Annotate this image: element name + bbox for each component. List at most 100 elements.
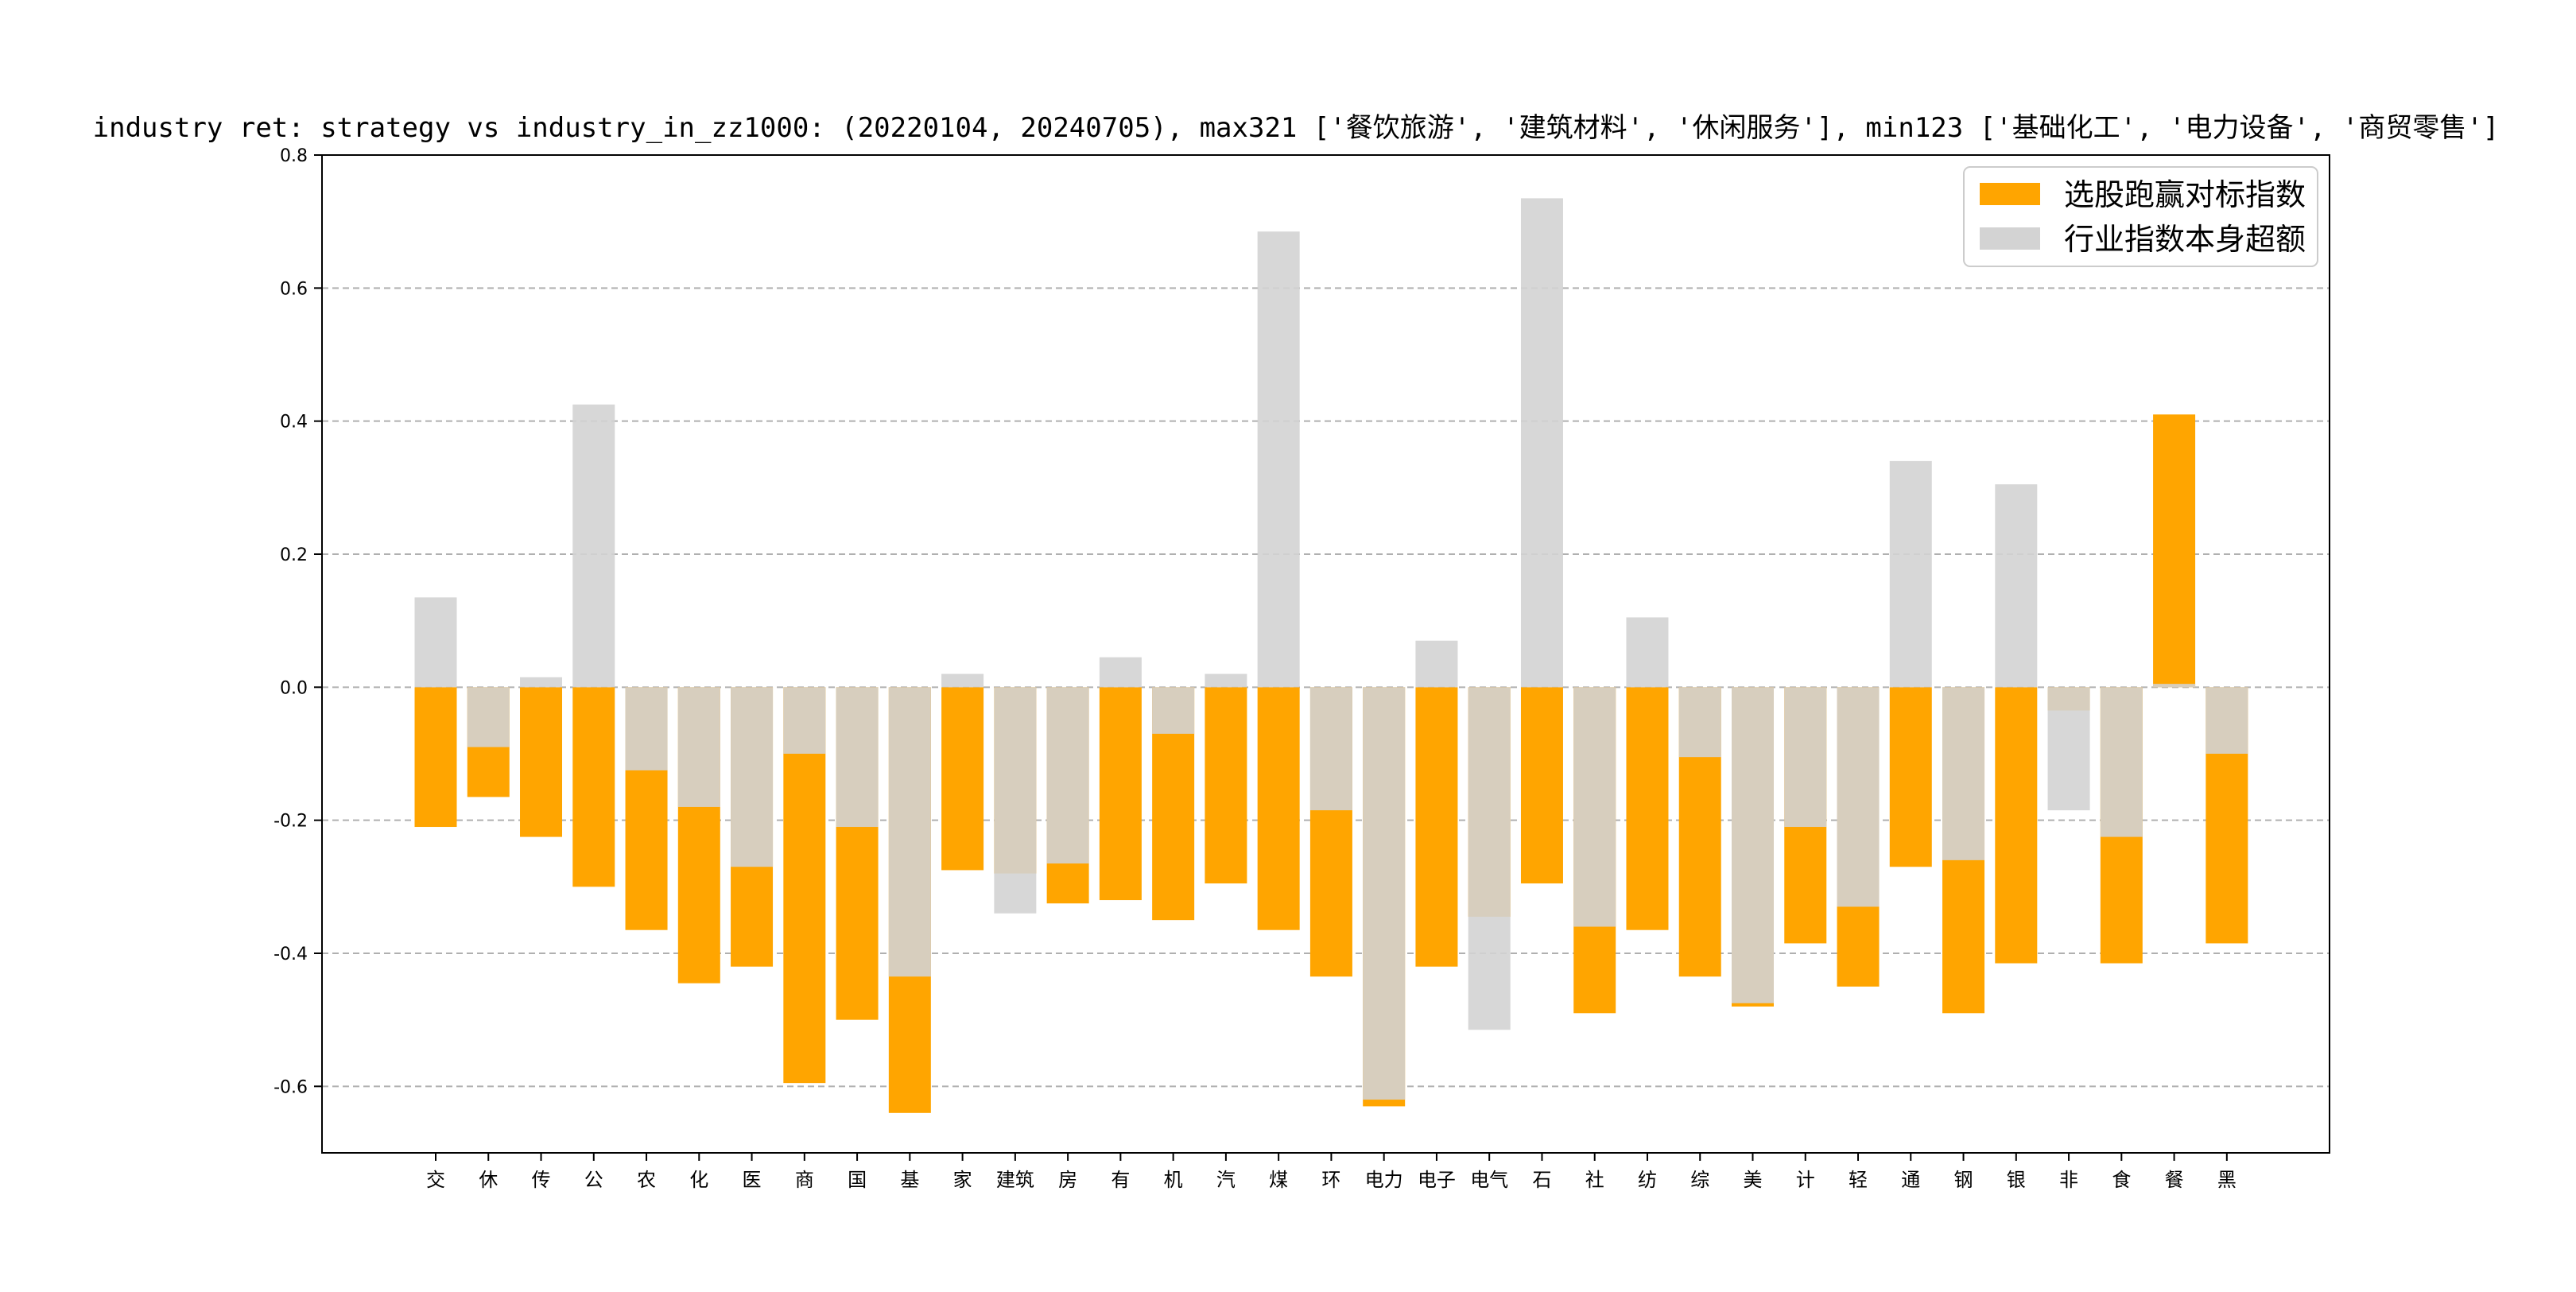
bar-strategy xyxy=(520,687,563,837)
x-tick-label: 环 xyxy=(1321,1169,1340,1191)
y-tick-label: 0.0 xyxy=(280,678,308,698)
y-tick-label: -0.2 xyxy=(274,812,308,832)
x-tick-label: 美 xyxy=(1744,1169,1763,1191)
x-tick-label: 轻 xyxy=(1849,1169,1868,1191)
bar-industry xyxy=(836,687,879,828)
bar-industry xyxy=(520,677,563,688)
x-tick-label: 社 xyxy=(1585,1169,1604,1191)
bar-strategy xyxy=(1520,687,1563,884)
bar-industry xyxy=(1309,687,1352,811)
bar-industry xyxy=(1046,687,1089,864)
x-tick-label: 电力 xyxy=(1365,1169,1403,1191)
x-tick-label: 商 xyxy=(795,1169,814,1191)
legend-label-industry: 行业指数本身超额 xyxy=(2064,222,2306,257)
x-tick-label: 房 xyxy=(1058,1169,1077,1191)
bar-industry xyxy=(1889,460,1932,688)
y-tick-label: 0.8 xyxy=(280,146,308,166)
bar-industry xyxy=(1415,640,1458,688)
legend-label-strategy: 选股跑赢对标指数 xyxy=(2064,177,2306,212)
bar-industry xyxy=(888,687,931,977)
x-tick-label: 医 xyxy=(743,1169,762,1191)
bar-strategy xyxy=(1257,687,1300,930)
x-tick-label: 休 xyxy=(479,1169,498,1191)
bar-industry xyxy=(994,687,1037,914)
bar-strategy xyxy=(1415,687,1458,967)
bar-industry xyxy=(1678,687,1721,758)
legend: 选股跑赢对标指数 行业指数本身超额 xyxy=(1963,166,2318,267)
x-tick-label: 机 xyxy=(1164,1169,1183,1191)
x-tick-label: 家 xyxy=(953,1169,972,1191)
bar-industry xyxy=(1942,687,1985,860)
x-tick-label: 计 xyxy=(1796,1169,1815,1191)
x-tick-label: 纺 xyxy=(1638,1169,1657,1191)
y-tick-label: 0.6 xyxy=(280,279,308,299)
bar-industry xyxy=(783,687,826,754)
x-tick-label: 化 xyxy=(689,1169,708,1191)
bar-strategy xyxy=(941,687,984,871)
x-tick-label: 银 xyxy=(2007,1169,2026,1191)
legend-swatch-strategy xyxy=(1980,183,2040,205)
bar-industry xyxy=(414,597,457,688)
x-tick-label: 建筑 xyxy=(996,1169,1034,1191)
bar-strategy xyxy=(414,687,457,828)
x-tick-label: 有 xyxy=(1111,1169,1130,1191)
x-tick-label: 国 xyxy=(848,1169,867,1191)
bar-industry xyxy=(625,687,668,770)
x-tick-label: 电气 xyxy=(1470,1169,1508,1191)
bar-industry xyxy=(1152,687,1195,734)
y-tick-label: -0.6 xyxy=(274,1077,308,1097)
bar-strategy xyxy=(572,687,615,887)
x-tick-label: 公 xyxy=(584,1169,603,1191)
x-tick-label: 农 xyxy=(637,1169,656,1191)
bar-industry xyxy=(2100,687,2143,837)
bar-strategy xyxy=(1626,687,1669,930)
y-tick-label: 0.2 xyxy=(280,545,308,565)
bar-industry xyxy=(677,687,720,807)
x-tick-label: 钢 xyxy=(1954,1169,1973,1191)
bar-industry xyxy=(2047,687,2090,811)
bar-industry xyxy=(1205,673,1247,688)
x-tick-label: 电子 xyxy=(1418,1169,1456,1191)
y-axis: -0.6 -0.4 -0.2 0.0 0.2 0.4 0.6 0.8 xyxy=(274,146,322,1097)
bar-industry xyxy=(1784,687,1827,828)
bar-industry xyxy=(1099,657,1142,688)
bar-industry xyxy=(1468,687,1511,1030)
x-tick-label: 通 xyxy=(1901,1169,1920,1191)
x-tick-label: 非 xyxy=(2059,1169,2078,1191)
bar-industry xyxy=(1732,687,1774,1003)
bar-industry xyxy=(1257,231,1300,688)
bar-industry xyxy=(467,687,510,747)
bar-strategy xyxy=(1205,687,1247,884)
bar-strategy xyxy=(1995,687,2038,964)
x-tick-label: 传 xyxy=(532,1169,551,1191)
plot-frame xyxy=(321,154,2330,1154)
bar-industry xyxy=(2206,687,2248,754)
x-axis: 交 休 传 公 农 化 医 商 国 基 家 建筑 房 有 机 汽 煤 环 电力 电子 电气 石 社 纺 综 美 计 轻 通 钢 银 非 食 餐 黑 xyxy=(426,1153,2237,1191)
y-tick-label: -0.4 xyxy=(274,945,308,964)
x-tick-label: 综 xyxy=(1690,1169,1709,1191)
bar-industry xyxy=(1520,198,1563,688)
x-tick-label: 汽 xyxy=(1216,1169,1236,1191)
bar-industry xyxy=(1573,687,1616,927)
x-tick-label: 餐 xyxy=(2165,1169,2184,1191)
bar-industry xyxy=(1995,484,2038,688)
bar-strategy xyxy=(2153,414,2196,688)
x-tick-label: 基 xyxy=(900,1169,919,1191)
bar-industry xyxy=(731,687,774,867)
legend-box xyxy=(1963,166,2318,267)
bar-industry xyxy=(1837,687,1880,907)
legend-swatch-industry xyxy=(1980,227,2040,250)
bar-industry xyxy=(2153,684,2196,688)
bar-industry xyxy=(941,673,984,688)
bar-strategy xyxy=(1099,687,1142,901)
bar-strategy xyxy=(1889,687,1932,867)
x-tick-label: 石 xyxy=(1532,1169,1551,1191)
chart-title: industry ret: strategy vs industry_in_zz… xyxy=(93,112,2500,144)
x-tick-label: 煤 xyxy=(1269,1169,1288,1191)
bar-industry xyxy=(572,404,615,688)
x-tick-label: 食 xyxy=(2112,1169,2131,1191)
bar-industry xyxy=(1626,617,1669,688)
x-tick-label: 交 xyxy=(426,1169,445,1191)
